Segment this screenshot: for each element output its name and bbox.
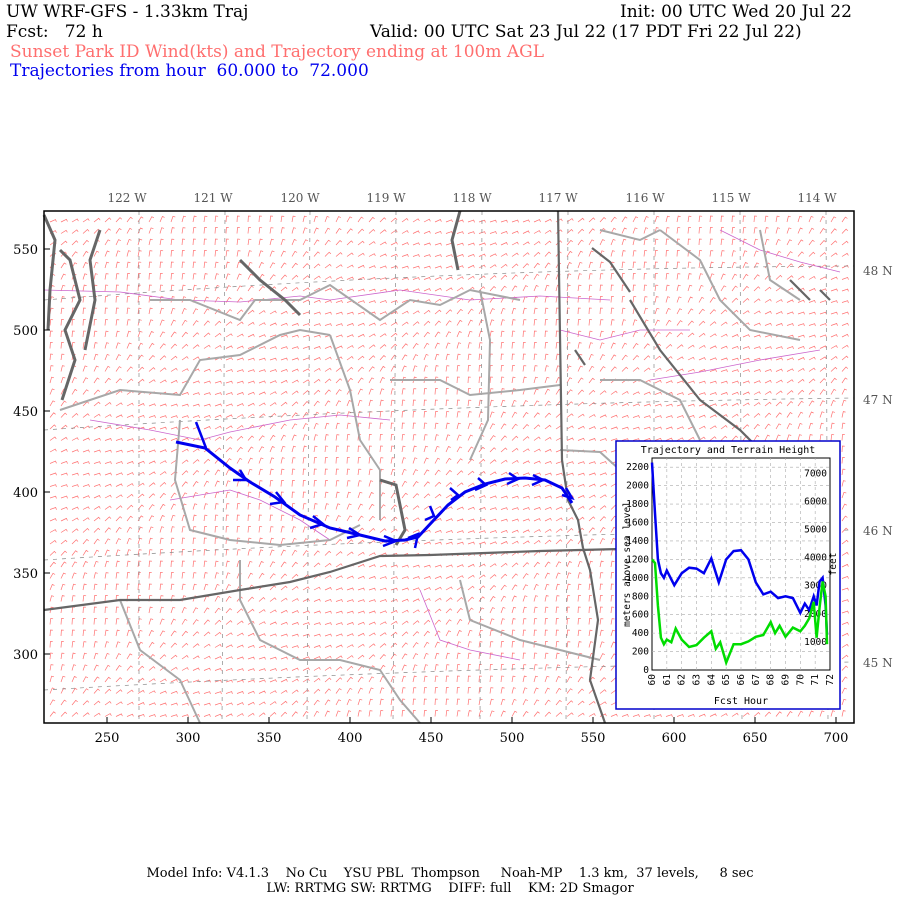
x-tick-label: 600 xyxy=(662,731,687,746)
model-info-footer: Model Info: V4.1.3 No Cu YSU PBL Thompso… xyxy=(146,866,754,881)
x-tick-label: 250 xyxy=(95,731,120,746)
inset-xlabel: Fcst Hour xyxy=(714,696,768,707)
trajectory xyxy=(175,421,575,549)
inset-x-tick-label: 65 xyxy=(721,674,732,685)
lat-label: 46 N xyxy=(863,524,893,538)
x-tick-label: 500 xyxy=(500,731,525,746)
lon-label: 114 W xyxy=(797,191,837,205)
y-tick-labels: 550 500 450 400 350 300 xyxy=(13,243,38,663)
inset-x-tick-label: 64 xyxy=(706,674,717,686)
y-tick-label: 350 xyxy=(13,567,38,582)
lon-label: 115 W xyxy=(711,191,751,205)
lon-label: 117 W xyxy=(538,191,578,205)
inset-left-tick-label: 200 xyxy=(632,647,649,658)
wind-barbs xyxy=(49,215,849,718)
inset-x-tick-label: 63 xyxy=(692,674,703,685)
inset-ylabel-left: meters above sea level xyxy=(622,501,633,627)
inset-series xyxy=(650,462,829,667)
inset-x-tick-label: 71 xyxy=(810,674,821,686)
trajectory-start-marker xyxy=(194,421,208,449)
inset-x-tick-label: 70 xyxy=(795,674,806,686)
inset-x-tick-label: 67 xyxy=(751,674,762,685)
x-tick-label: 350 xyxy=(257,731,282,746)
model-title: UW WRF-GFS - 1.33km Traj xyxy=(6,2,249,22)
inset-x-ticks: 60 61 62 63 64 65 66 67 68 69 70 71 72 xyxy=(647,674,836,686)
lon-label: 116 W xyxy=(625,191,665,205)
inset-right-tick-label: 5000 xyxy=(804,525,827,536)
y-tick-label: 400 xyxy=(13,486,38,501)
inset-left-tick-label: 1600 xyxy=(626,518,649,529)
inset-left-tick-label: 1800 xyxy=(626,499,649,510)
lon-label: 120 W xyxy=(280,191,320,205)
init-time: Init: 00 UTC Wed 20 Jul 22 xyxy=(620,2,852,22)
x-tick-label: 400 xyxy=(338,731,363,746)
coastline xyxy=(42,210,462,546)
inset-left-tick-label: 1000 xyxy=(626,573,649,584)
region-borders xyxy=(59,229,801,724)
inset-terrain-line xyxy=(651,558,829,667)
latitude-labels: 48 N 47 N 46 N 45 N xyxy=(863,264,893,670)
x-tick-label: 450 xyxy=(419,731,444,746)
inset-left-tick-label: 2000 xyxy=(626,481,649,492)
x-tick-marks xyxy=(106,717,837,723)
inset-x-tick-label: 60 xyxy=(647,674,658,686)
lon-label: 122 W xyxy=(107,191,147,205)
trajectory-range: Trajectories from hour 60.000 to 72.000 xyxy=(10,61,369,81)
lon-label: 121 W xyxy=(193,191,233,205)
lon-label: 119 W xyxy=(366,191,406,205)
x-tick-labels: 250 300 350 400 450 500 550 600 650 700 xyxy=(95,731,849,746)
x-tick-label: 650 xyxy=(743,731,768,746)
inset-left-tick-label: 2200 xyxy=(626,462,649,473)
inset-chart: Trajectory and Terrain Height 0 200 400 600… xyxy=(615,440,841,710)
inset-left-tick-label: 400 xyxy=(632,628,649,639)
inset-x-tick-label: 69 xyxy=(781,674,792,686)
inset-x-tick-label: 61 xyxy=(662,674,673,686)
inset-x-tick-label: 72 xyxy=(825,674,836,685)
y-tick-label: 550 xyxy=(13,243,38,258)
forecast-hour: Fcst: 72 h xyxy=(6,22,103,42)
state-boundaries xyxy=(43,210,831,724)
inset-right-tick-label: 4000 xyxy=(804,553,827,564)
inset-left-tick-label: 1200 xyxy=(626,554,649,565)
lat-label: 48 N xyxy=(863,264,893,278)
x-tick-label: 300 xyxy=(176,731,201,746)
y-tick-label: 300 xyxy=(13,648,38,663)
inset-right-tick-label: 7000 xyxy=(804,468,827,479)
inset-right-tick-label: 1000 xyxy=(804,637,827,648)
map-frame xyxy=(43,210,855,724)
inset-x-tick-label: 68 xyxy=(766,674,777,686)
inset-x-tick-label: 66 xyxy=(736,674,747,686)
inset-ylabel-right: feet xyxy=(828,553,839,576)
trajectory-arrows xyxy=(233,469,575,549)
inset-x-tick-label: 62 xyxy=(677,674,688,685)
lon-label: 118 W xyxy=(452,191,492,205)
trajectory-path xyxy=(175,440,574,543)
valid-time: Valid: 00 UTC Sat 23 Jul 22 (17 PDT Fri … xyxy=(370,22,802,42)
model-info-footer-2: LW: RRTMG SW: RRTMG DIFF: full KM: 2D Sm… xyxy=(266,881,634,896)
longitude-labels: 122 W 121 W 120 W 119 W 118 W 117 W 116 … xyxy=(107,191,837,205)
inset-right-tick-label: 6000 xyxy=(804,496,827,507)
lat-label: 45 N xyxy=(863,656,893,670)
inset-left-tick-label: 0 xyxy=(643,665,649,676)
y-tick-marks xyxy=(44,248,50,655)
barb-field xyxy=(49,215,849,718)
y-tick-label: 500 xyxy=(13,324,38,339)
x-tick-label: 700 xyxy=(824,731,849,746)
inset-trajectory-line xyxy=(650,462,829,636)
inset-right-tick-label: 3000 xyxy=(804,581,827,592)
inset-title: Trajectory and Terrain Height xyxy=(641,445,816,456)
y-tick-label: 450 xyxy=(13,405,38,420)
x-tick-label: 550 xyxy=(581,731,606,746)
inset-left-tick-label: 1400 xyxy=(626,536,649,547)
inset-left-tick-label: 600 xyxy=(632,610,649,621)
lat-label: 47 N xyxy=(863,393,893,407)
inset-grid xyxy=(652,458,830,670)
inset-left-tick-label: 800 xyxy=(632,591,649,602)
inset-left-ticks: 0 200 400 600 800 1000 1200 1400 1600 1800 2000 220… xyxy=(626,462,649,676)
field-description: Sunset Park ID Wind(kts) and Trajectory … xyxy=(10,42,544,62)
